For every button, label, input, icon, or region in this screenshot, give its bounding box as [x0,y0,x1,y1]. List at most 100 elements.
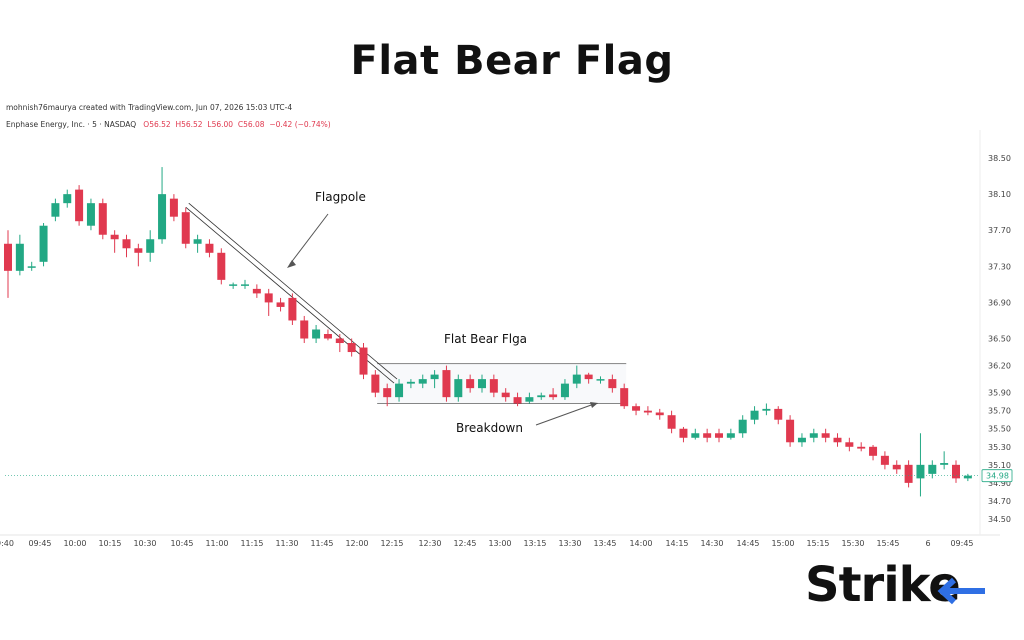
candle-body [205,243,214,253]
candle-body [513,397,522,404]
page-title: Flat Bear Flag [350,38,674,84]
candle-body [596,379,605,381]
y-tick-label: 38.10 [988,190,1011,199]
change-value: −0.42 (−0.74%) [269,120,331,129]
candle-body [193,239,202,244]
x-tick-label: 12:45 [453,539,476,548]
y-tick-label: 34.90 [988,479,1011,488]
candle-body [146,239,155,253]
y-tick-label: 34.70 [988,497,1011,506]
candle-body [786,419,795,443]
candle-body [478,379,486,389]
candle-body [442,370,451,398]
candle-body [549,394,558,398]
x-tick-label: 15:15 [806,539,829,548]
candle-body [703,433,712,438]
x-tick-label: 9:40 [0,539,14,548]
x-tick-label: 15:30 [841,539,864,548]
candle-body [750,410,759,420]
x-tick-label: 13:15 [523,539,546,548]
candle-body [288,297,297,321]
x-tick-label: 11:00 [205,539,228,548]
annotation-flagpole: Flagpole [315,190,366,204]
y-tick-label: 36.50 [988,335,1011,344]
x-tick-label: 09:45 [28,539,51,548]
candle-body [869,446,878,456]
flagpole-line [185,206,395,384]
x-tick-label: 12:00 [345,539,368,548]
candle-body [395,383,404,398]
low-label: L [207,120,212,129]
candle-body [774,408,783,420]
candle-body [75,189,84,222]
close-value: 56.08 [243,120,265,129]
candle-body [560,383,569,398]
candle-body [264,293,273,303]
x-tick-label: 10:45 [170,539,193,548]
candle-body [169,198,178,217]
candle-body [904,464,913,483]
candle-body [4,243,12,271]
x-tick-label: 12:15 [380,539,403,548]
candle-body [252,288,261,294]
candle-body [738,419,747,434]
candle-body [952,464,960,479]
candle-body [323,334,332,339]
x-tick-label: 14:30 [700,539,723,548]
candle-body [928,464,937,474]
y-tick-label: 35.50 [988,425,1011,434]
annotation-breakdown: Breakdown [456,421,523,435]
candle-body [39,225,48,262]
y-tick-label: 37.30 [988,262,1011,271]
high-label: H [175,120,182,129]
candle-body [335,338,344,344]
candle-body [857,446,866,449]
candle-body [418,379,427,384]
candle-body [501,392,510,398]
arrow-head [287,260,296,268]
candle-body [667,415,676,429]
candle-body [608,379,617,389]
chart-credit: mohnish76maurya created with TradingView… [6,103,293,112]
candle-body [466,379,475,389]
x-tick-label: 10:00 [63,539,86,548]
ticker-name: Enphase Energy, Inc. · 5 · NASDAQ [6,120,137,129]
open-label: O [143,120,150,129]
y-tick-label: 35.70 [988,407,1011,416]
candle-body [679,428,688,438]
candle-body [880,455,889,465]
candle-body [916,464,925,479]
annotation-arrow [289,213,329,265]
candle-body [134,248,143,253]
candle-body [525,397,534,402]
low-value: 56.00 [211,120,234,129]
x-tick-label: 10:15 [98,539,121,548]
candle-body [122,239,131,249]
last-price-badge [981,469,1013,483]
candle-body [572,374,581,384]
candle-body [158,194,167,240]
x-tick-label: 11:45 [310,539,333,548]
x-tick-label: 6 [925,539,930,548]
candle-body [300,320,309,339]
candle-body [312,329,321,339]
y-tick-label: 37.70 [988,226,1011,235]
x-tick-label: 14:00 [629,539,652,548]
candle-body [655,412,664,416]
candle-body [892,464,901,470]
y-tick-label: 38.50 [988,154,1011,163]
candle-body [98,203,107,235]
candle-body [584,374,593,380]
candle-body [643,410,652,413]
candle-body [383,388,392,398]
candle-body [63,194,72,204]
candle-body [430,374,439,380]
candle-body [833,437,842,443]
candle-body [406,381,415,384]
y-tick-label: 35.10 [988,461,1011,470]
x-tick-label: 15:00 [771,539,794,548]
candle-body [27,266,36,268]
candle-body [809,433,818,438]
close-label: C [237,120,244,129]
candle-body [963,475,972,479]
